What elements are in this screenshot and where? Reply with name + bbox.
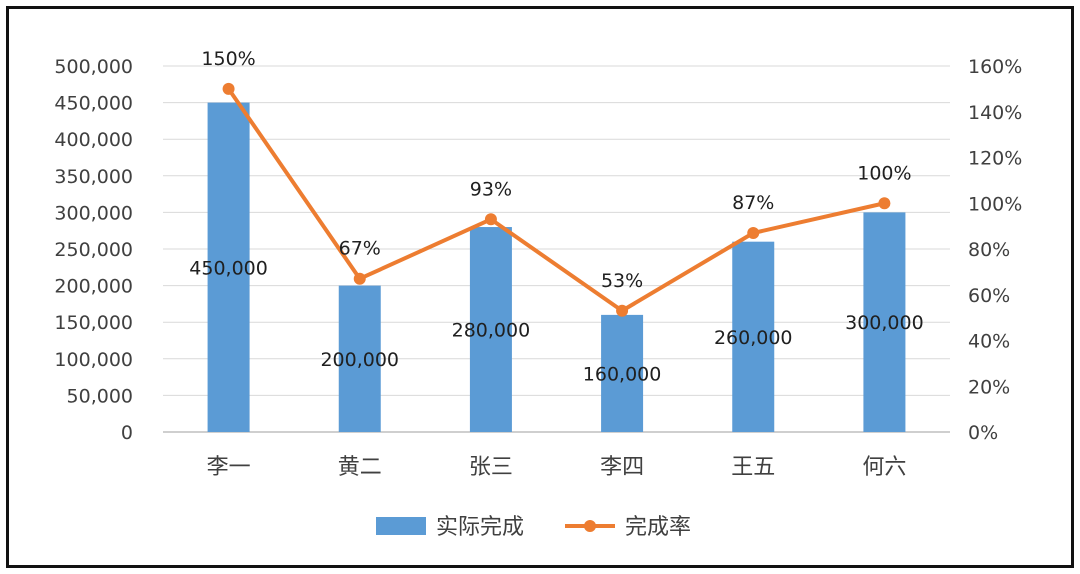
right-tick-label: 100% — [968, 193, 1022, 215]
category-label: 黄二 — [338, 455, 382, 480]
left-tick-label: 500,000 — [54, 56, 133, 78]
legend-bar-label: 实际完成 — [436, 515, 524, 540]
line-point-张三 — [484, 213, 497, 226]
bar-张三 — [469, 227, 512, 432]
bar-data-label: 300,000 — [845, 312, 924, 334]
right-axis: 0% 20% 40% 60% 80% 100% 120% 140% 160% — [968, 56, 1022, 444]
line-point-李一 — [222, 82, 235, 95]
right-tick-label: 40% — [968, 331, 1010, 353]
bar-李一 — [207, 102, 250, 432]
left-tick-label: 150,000 — [54, 312, 133, 334]
gridlines — [163, 65, 950, 433]
line-point-何六 — [878, 197, 891, 210]
left-tick-label: 200,000 — [54, 276, 133, 298]
legend-line-label: 完成率 — [625, 515, 691, 540]
right-tick-label: 0% — [968, 422, 998, 444]
category-label: 张三 — [469, 455, 513, 480]
line-data-label: 67% — [339, 238, 381, 260]
line-point-李四 — [616, 304, 629, 317]
left-axis: 0 50,000 100,000 150,000 200,000 250,000 300,0… — [54, 56, 133, 444]
line-data-label: 100% — [857, 162, 911, 184]
bar-何六 — [863, 212, 906, 432]
left-tick-label: 350,000 — [54, 166, 133, 188]
right-tick-label: 140% — [968, 102, 1022, 124]
legend-line-marker — [584, 520, 596, 532]
left-tick-label: 400,000 — [54, 129, 133, 151]
category-axis: 李一 黄二 张三 李四 王五 何六 — [207, 455, 907, 480]
line-series — [222, 82, 891, 317]
bar-data-label: 260,000 — [714, 327, 793, 349]
bar-data-label: 450,000 — [189, 257, 268, 279]
right-tick-label: 120% — [968, 148, 1022, 170]
line-data-label: 93% — [470, 178, 512, 200]
bar-黄二 — [338, 285, 381, 432]
bar-李四 — [601, 314, 644, 432]
category-label: 王五 — [731, 455, 775, 480]
right-tick-label: 160% — [968, 56, 1022, 78]
bar-data-label: 160,000 — [583, 363, 662, 385]
left-tick-label: 250,000 — [54, 239, 133, 261]
bar-data-labels: 450,000 200,000 280,000 160,000 260,000 300,0… — [189, 257, 923, 385]
line-data-label: 87% — [732, 192, 774, 214]
line-data-label: 53% — [601, 270, 643, 292]
left-tick-label: 100,000 — [54, 349, 133, 371]
line-data-labels: 150% 67% 93% 53% 87% 100% — [201, 48, 911, 292]
right-tick-label: 20% — [968, 376, 1010, 398]
bar-data-label: 280,000 — [452, 320, 531, 342]
line-data-label: 150% — [201, 48, 255, 70]
bar-王五 — [732, 241, 775, 432]
left-tick-label: 0 — [121, 422, 133, 444]
line-point-王五 — [747, 226, 760, 239]
left-tick-label: 300,000 — [54, 202, 133, 224]
line-completion-rate — [226, 87, 885, 313]
bar-series — [207, 102, 906, 432]
line-point-黄二 — [353, 272, 366, 285]
legend-bar-swatch — [376, 517, 426, 535]
left-tick-label: 50,000 — [67, 385, 133, 407]
category-label: 何六 — [862, 455, 906, 480]
legend: 实际完成 完成率 — [376, 515, 691, 540]
right-tick-label: 60% — [968, 285, 1010, 307]
category-label: 李四 — [600, 455, 644, 480]
right-tick-label: 80% — [968, 239, 1010, 261]
left-tick-label: 450,000 — [54, 93, 133, 115]
bar-data-label: 200,000 — [320, 349, 399, 371]
category-label: 李一 — [207, 455, 251, 480]
